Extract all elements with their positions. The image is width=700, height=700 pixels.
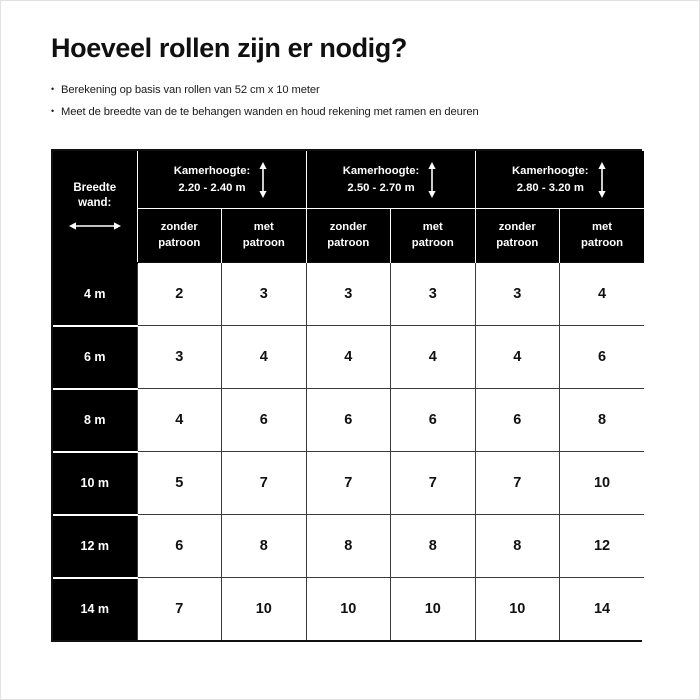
subheader-met-patroon-3: met patroon	[559, 208, 645, 263]
subheader-met-patroon-1: met patroon	[221, 208, 307, 263]
note-text: Berekening op basis van rollen van 52 cm…	[61, 84, 320, 96]
subheader-line2: patroon	[242, 236, 285, 249]
cell-value: 3	[390, 262, 476, 326]
cell-value: 7	[390, 451, 476, 515]
vertical-double-arrow-icon	[596, 161, 608, 198]
cell-value: 10	[390, 577, 476, 640]
row-label-12m: 12 m	[53, 513, 137, 578]
cell-value: 5	[136, 451, 222, 515]
corner-header-line2: wand:	[78, 196, 112, 209]
cell-value: 3	[474, 262, 560, 326]
bullet-dot-icon: •	[51, 84, 55, 94]
cell-value: 8	[559, 388, 645, 452]
cell-value: 10	[559, 451, 645, 515]
subheader-line2: patroon	[581, 236, 624, 249]
group-header-kamerhoogte-1: Kamerhoogte: 2.20 - 2.40 m	[136, 151, 307, 209]
group-header-kamerhoogte-3: Kamerhoogte: 2.80 - 3.20 m	[474, 151, 645, 209]
cell-value: 6	[221, 388, 307, 452]
cell-value: 4	[305, 325, 391, 389]
cell-value: 7	[136, 577, 222, 640]
subheader-zonder-patroon-2: zonder patroon	[305, 208, 391, 263]
row-label-8m: 8 m	[53, 387, 137, 452]
subheader-line1: met	[591, 221, 613, 234]
vertical-double-arrow-icon	[257, 161, 269, 198]
list-item: • Berekening op basis van rollen van 52 …	[51, 83, 631, 98]
cell-value: 6	[390, 388, 476, 452]
cell-value: 7	[305, 451, 391, 515]
cell-value: 10	[305, 577, 391, 640]
table-row: 8 m 4 6 6 6 6 8	[53, 387, 645, 452]
cell-value: 6	[136, 514, 222, 578]
subheader-line1: zonder	[160, 221, 198, 234]
table-row: 6 m 3 4 4 4 4 6	[53, 324, 645, 389]
cell-value: 3	[221, 262, 307, 326]
subheader-line1: met	[422, 221, 443, 234]
group-range: 2.50 - 2.70 m	[347, 181, 415, 194]
cell-value: 8	[474, 514, 560, 578]
cell-value: 10	[221, 577, 307, 640]
group-label: Kamerhoogte:	[342, 165, 420, 178]
subheader-line1: zonder	[498, 221, 536, 234]
subheader-line2: patroon	[411, 236, 454, 249]
cell-value: 6	[305, 388, 391, 452]
cell-value: 6	[559, 325, 645, 389]
subheader-line1: met	[253, 221, 274, 234]
cell-value: 3	[305, 262, 391, 326]
bullet-dot-icon: •	[51, 106, 55, 117]
vertical-double-arrow-icon	[426, 161, 438, 198]
subheader-met-patroon-2: met patroon	[390, 208, 476, 263]
cell-value: 4	[221, 325, 307, 389]
row-label-14m: 14 m	[53, 576, 137, 640]
table-row: 10 m 5 7 7 7 7 10	[53, 450, 645, 515]
cell-value: 12	[559, 514, 645, 578]
note-text: Meet de breedte van de te behangen wande…	[61, 106, 479, 119]
corner-header-breedte-wand: Breedte wand:	[53, 151, 137, 263]
subheader-zonder-patroon-3: zonder patroon	[474, 208, 560, 263]
row-label-6m: 6 m	[53, 324, 137, 389]
subheader-zonder-patroon-1: zonder patroon	[136, 208, 222, 263]
notes-list: • Berekening op basis van rollen van 52 …	[51, 83, 631, 127]
cell-value: 4	[559, 262, 645, 326]
cell-value: 4	[136, 388, 222, 452]
cell-value: 4	[474, 325, 560, 389]
subheader-line2: patroon	[496, 236, 539, 249]
cell-value: 2	[136, 262, 222, 326]
cell-value: 14	[559, 577, 645, 640]
table-header: Breedte wand:	[53, 151, 645, 263]
subheader-line2: patroon	[327, 236, 370, 249]
subheader-line2: patroon	[158, 236, 201, 249]
cell-value: 8	[305, 514, 391, 578]
group-label: Kamerhoogte:	[512, 165, 589, 178]
corner-header-line1: Breedte	[73, 181, 117, 194]
page-title: Hoeveel rollen zijn er nodig?	[51, 33, 407, 63]
group-range: 2.80 - 3.20 m	[516, 181, 584, 194]
table-row: 14 m 7 10 10 10 10 14	[53, 576, 645, 640]
cell-value: 6	[474, 388, 560, 452]
cell-value: 4	[390, 325, 476, 389]
list-item: • Meet de breedte van de te behangen wan…	[51, 105, 631, 120]
cell-value: 7	[474, 451, 560, 515]
cell-value: 10	[474, 577, 560, 640]
horizontal-double-arrow-icon	[68, 220, 121, 232]
subheader-line1: zonder	[329, 221, 367, 234]
group-range: 2.20 - 2.40 m	[178, 181, 246, 194]
rolls-table-container: Breedte wand:	[51, 149, 645, 642]
table-body: 4 m 2 3 3 3 3 4 6 m 3 4 4 4 4 6	[53, 261, 645, 640]
cell-value: 7	[221, 451, 307, 515]
table-row: 12 m 6 8 8 8 8 12	[53, 513, 645, 578]
row-label-4m: 4 m	[53, 261, 137, 326]
cell-value: 3	[136, 325, 222, 389]
row-label-10m: 10 m	[53, 450, 137, 515]
rolls-table: Breedte wand:	[53, 151, 645, 640]
group-label: Kamerhoogte:	[173, 165, 251, 178]
table-row: 4 m 2 3 3 3 3 4	[53, 261, 645, 326]
cell-value: 8	[390, 514, 476, 578]
group-header-kamerhoogte-2: Kamerhoogte: 2.50 - 2.70 m	[305, 151, 476, 209]
cell-value: 8	[221, 514, 307, 578]
